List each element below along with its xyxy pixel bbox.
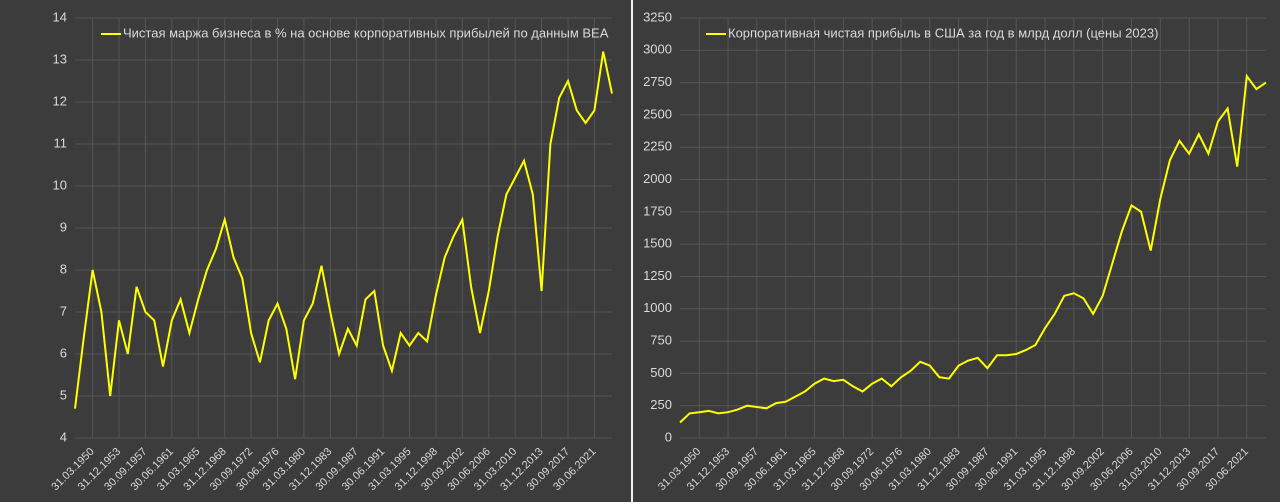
y-tick-label: 6 — [60, 345, 67, 360]
y-tick-label: 8 — [60, 261, 67, 276]
legend-label: Корпоративная чистая прибыль в США за го… — [728, 25, 1158, 40]
y-tick-label: 2000 — [643, 171, 672, 186]
series-line — [679, 73, 1267, 424]
y-tick-label: 7 — [60, 303, 67, 318]
y-tick-label: 5 — [60, 387, 67, 402]
y-tick-label: 13 — [53, 51, 67, 66]
y-tick-label: 11 — [54, 135, 68, 150]
y-tick-label: 2750 — [643, 74, 672, 89]
y-tick-label: 2250 — [643, 139, 672, 154]
legend-label: Чистая маржа бизнеса в % на основе корпо… — [123, 25, 609, 40]
y-tick-label: 500 — [650, 365, 672, 380]
y-tick-label: 1250 — [643, 268, 672, 283]
y-tick-label: 9 — [60, 219, 67, 234]
y-tick-label: 0 — [665, 429, 672, 444]
y-tick-label: 3250 — [643, 9, 672, 24]
y-tick-label: 1000 — [643, 300, 672, 315]
y-tick-label: 1750 — [643, 203, 672, 218]
y-tick-label: 3000 — [643, 42, 672, 57]
y-tick-label: 14 — [53, 9, 67, 24]
y-tick-label: 2500 — [643, 106, 672, 121]
series-line — [74, 51, 613, 409]
y-tick-label: 250 — [650, 397, 672, 412]
y-tick-label: 12 — [53, 93, 67, 108]
y-tick-label: 10 — [53, 177, 67, 192]
y-tick-label: 1500 — [643, 236, 672, 251]
y-tick-label: 750 — [650, 333, 672, 348]
y-tick-label: 4 — [60, 429, 67, 444]
